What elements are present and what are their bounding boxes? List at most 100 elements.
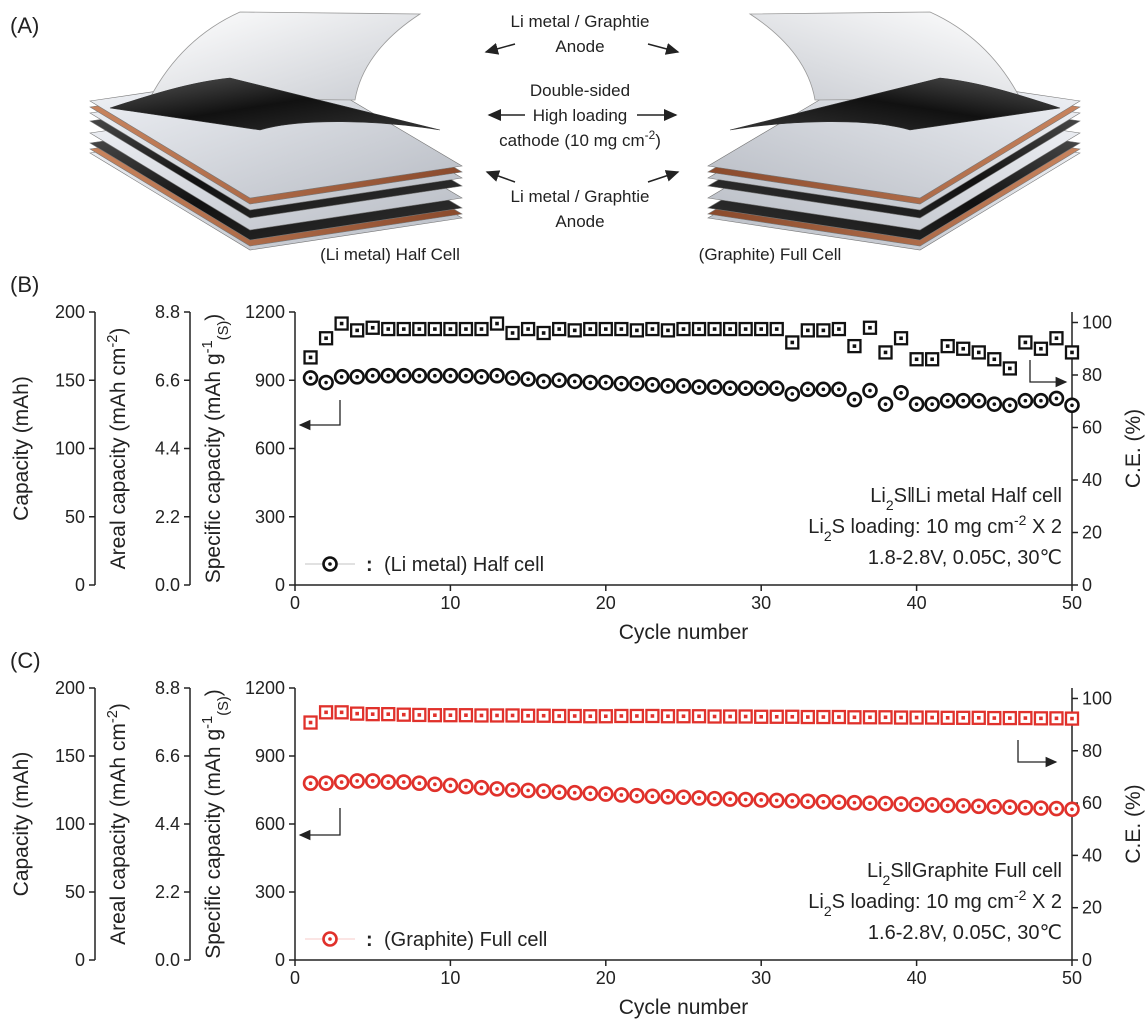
point xyxy=(972,800,985,813)
text-part: Li xyxy=(867,860,883,882)
point xyxy=(351,774,364,787)
point xyxy=(1019,712,1031,724)
point xyxy=(553,786,566,799)
extra-axis-tick-label: 0.0 xyxy=(155,950,180,970)
anode-label: Anode xyxy=(555,37,604,56)
y2-tick-label: 0 xyxy=(1082,575,1092,595)
point xyxy=(988,800,1001,813)
point xyxy=(428,778,441,791)
point xyxy=(553,710,565,722)
point xyxy=(615,788,628,801)
point xyxy=(320,332,332,344)
point xyxy=(506,371,519,384)
point xyxy=(911,712,923,724)
extra-axis-tick-label: 4.4 xyxy=(155,439,180,459)
point xyxy=(817,324,829,336)
x-tick-label: 10 xyxy=(440,968,460,988)
point xyxy=(1035,343,1047,355)
x-tick-label: 30 xyxy=(751,593,771,613)
point xyxy=(817,795,830,808)
point xyxy=(957,394,970,407)
point xyxy=(802,324,814,336)
point xyxy=(724,382,737,395)
point xyxy=(413,323,425,335)
point xyxy=(755,382,768,395)
extra-axis-tick-label: 150 xyxy=(55,746,85,766)
text-part: -2 xyxy=(645,128,656,142)
extra-axis-tick-label: 6.6 xyxy=(155,370,180,390)
point xyxy=(1066,713,1078,725)
point xyxy=(444,323,456,335)
x-tick-label: 20 xyxy=(596,593,616,613)
point xyxy=(740,711,752,723)
point xyxy=(397,369,410,382)
text-part: 2 xyxy=(824,528,832,544)
legend-colon: : xyxy=(366,554,373,576)
text-part: Capacity (mAh) xyxy=(10,752,33,897)
point xyxy=(631,710,643,722)
text-part: 1.8-2.8V, 0.05C, 30℃ xyxy=(868,547,1062,569)
point xyxy=(957,343,969,355)
point xyxy=(305,351,317,363)
point xyxy=(522,373,535,386)
point xyxy=(646,378,659,391)
x-tick-label: 0 xyxy=(290,968,300,988)
x-tick-label: 50 xyxy=(1062,968,1082,988)
point xyxy=(1003,801,1016,814)
extra-axis-tick-label: 6.6 xyxy=(155,746,180,766)
point xyxy=(600,323,612,335)
point xyxy=(507,709,519,721)
point xyxy=(537,375,550,388)
text-part: -2 xyxy=(1014,887,1027,903)
y2-axis-label: C.E. (%) xyxy=(1122,784,1145,863)
point xyxy=(863,797,876,810)
point xyxy=(864,711,876,723)
point xyxy=(324,558,337,571)
extra-axis-label-text: Areal capacity (mAh cm-2) xyxy=(105,703,130,945)
y2-tick-label: 40 xyxy=(1082,470,1102,490)
point xyxy=(460,323,472,335)
point xyxy=(863,384,876,397)
point xyxy=(755,711,767,723)
y2-tick-label: 60 xyxy=(1082,418,1102,438)
point xyxy=(832,796,845,809)
y-tick-label: 900 xyxy=(255,746,285,766)
point xyxy=(553,323,565,335)
y-tick-label: 300 xyxy=(255,882,285,902)
y2-tick-label: 20 xyxy=(1082,898,1102,918)
text-part: (S) xyxy=(216,696,232,716)
point xyxy=(833,323,845,335)
point xyxy=(708,792,721,805)
point xyxy=(429,323,441,335)
extra-axis-tick-label: 200 xyxy=(55,678,85,698)
point xyxy=(537,785,550,798)
point xyxy=(491,709,503,721)
y-tick-label: 900 xyxy=(255,370,285,390)
legend-label: (Graphite) Full cell xyxy=(384,929,547,951)
point xyxy=(599,788,612,801)
point xyxy=(382,323,394,335)
point xyxy=(801,795,814,808)
point xyxy=(677,791,690,804)
legend-colon: : xyxy=(366,929,373,951)
point xyxy=(366,369,379,382)
point xyxy=(351,708,363,720)
text-part: -1 xyxy=(200,340,216,353)
point xyxy=(382,369,395,382)
x-tick-label: 40 xyxy=(907,593,927,613)
annotation: 1.8-2.8V, 0.05C, 30℃ xyxy=(868,547,1062,569)
point xyxy=(491,782,504,795)
point xyxy=(724,323,736,335)
point xyxy=(475,323,487,335)
panel-label: (B) xyxy=(10,272,39,297)
point xyxy=(848,796,861,809)
cathode-label: Double-sided xyxy=(530,81,630,100)
point xyxy=(1034,394,1047,407)
point xyxy=(413,777,426,790)
extra-axis-tick-label: 8.8 xyxy=(155,678,180,698)
point xyxy=(336,318,348,330)
point xyxy=(802,711,814,723)
text-part: Double-sided xyxy=(530,81,630,100)
point xyxy=(755,793,768,806)
text-part: Li xyxy=(870,485,886,507)
